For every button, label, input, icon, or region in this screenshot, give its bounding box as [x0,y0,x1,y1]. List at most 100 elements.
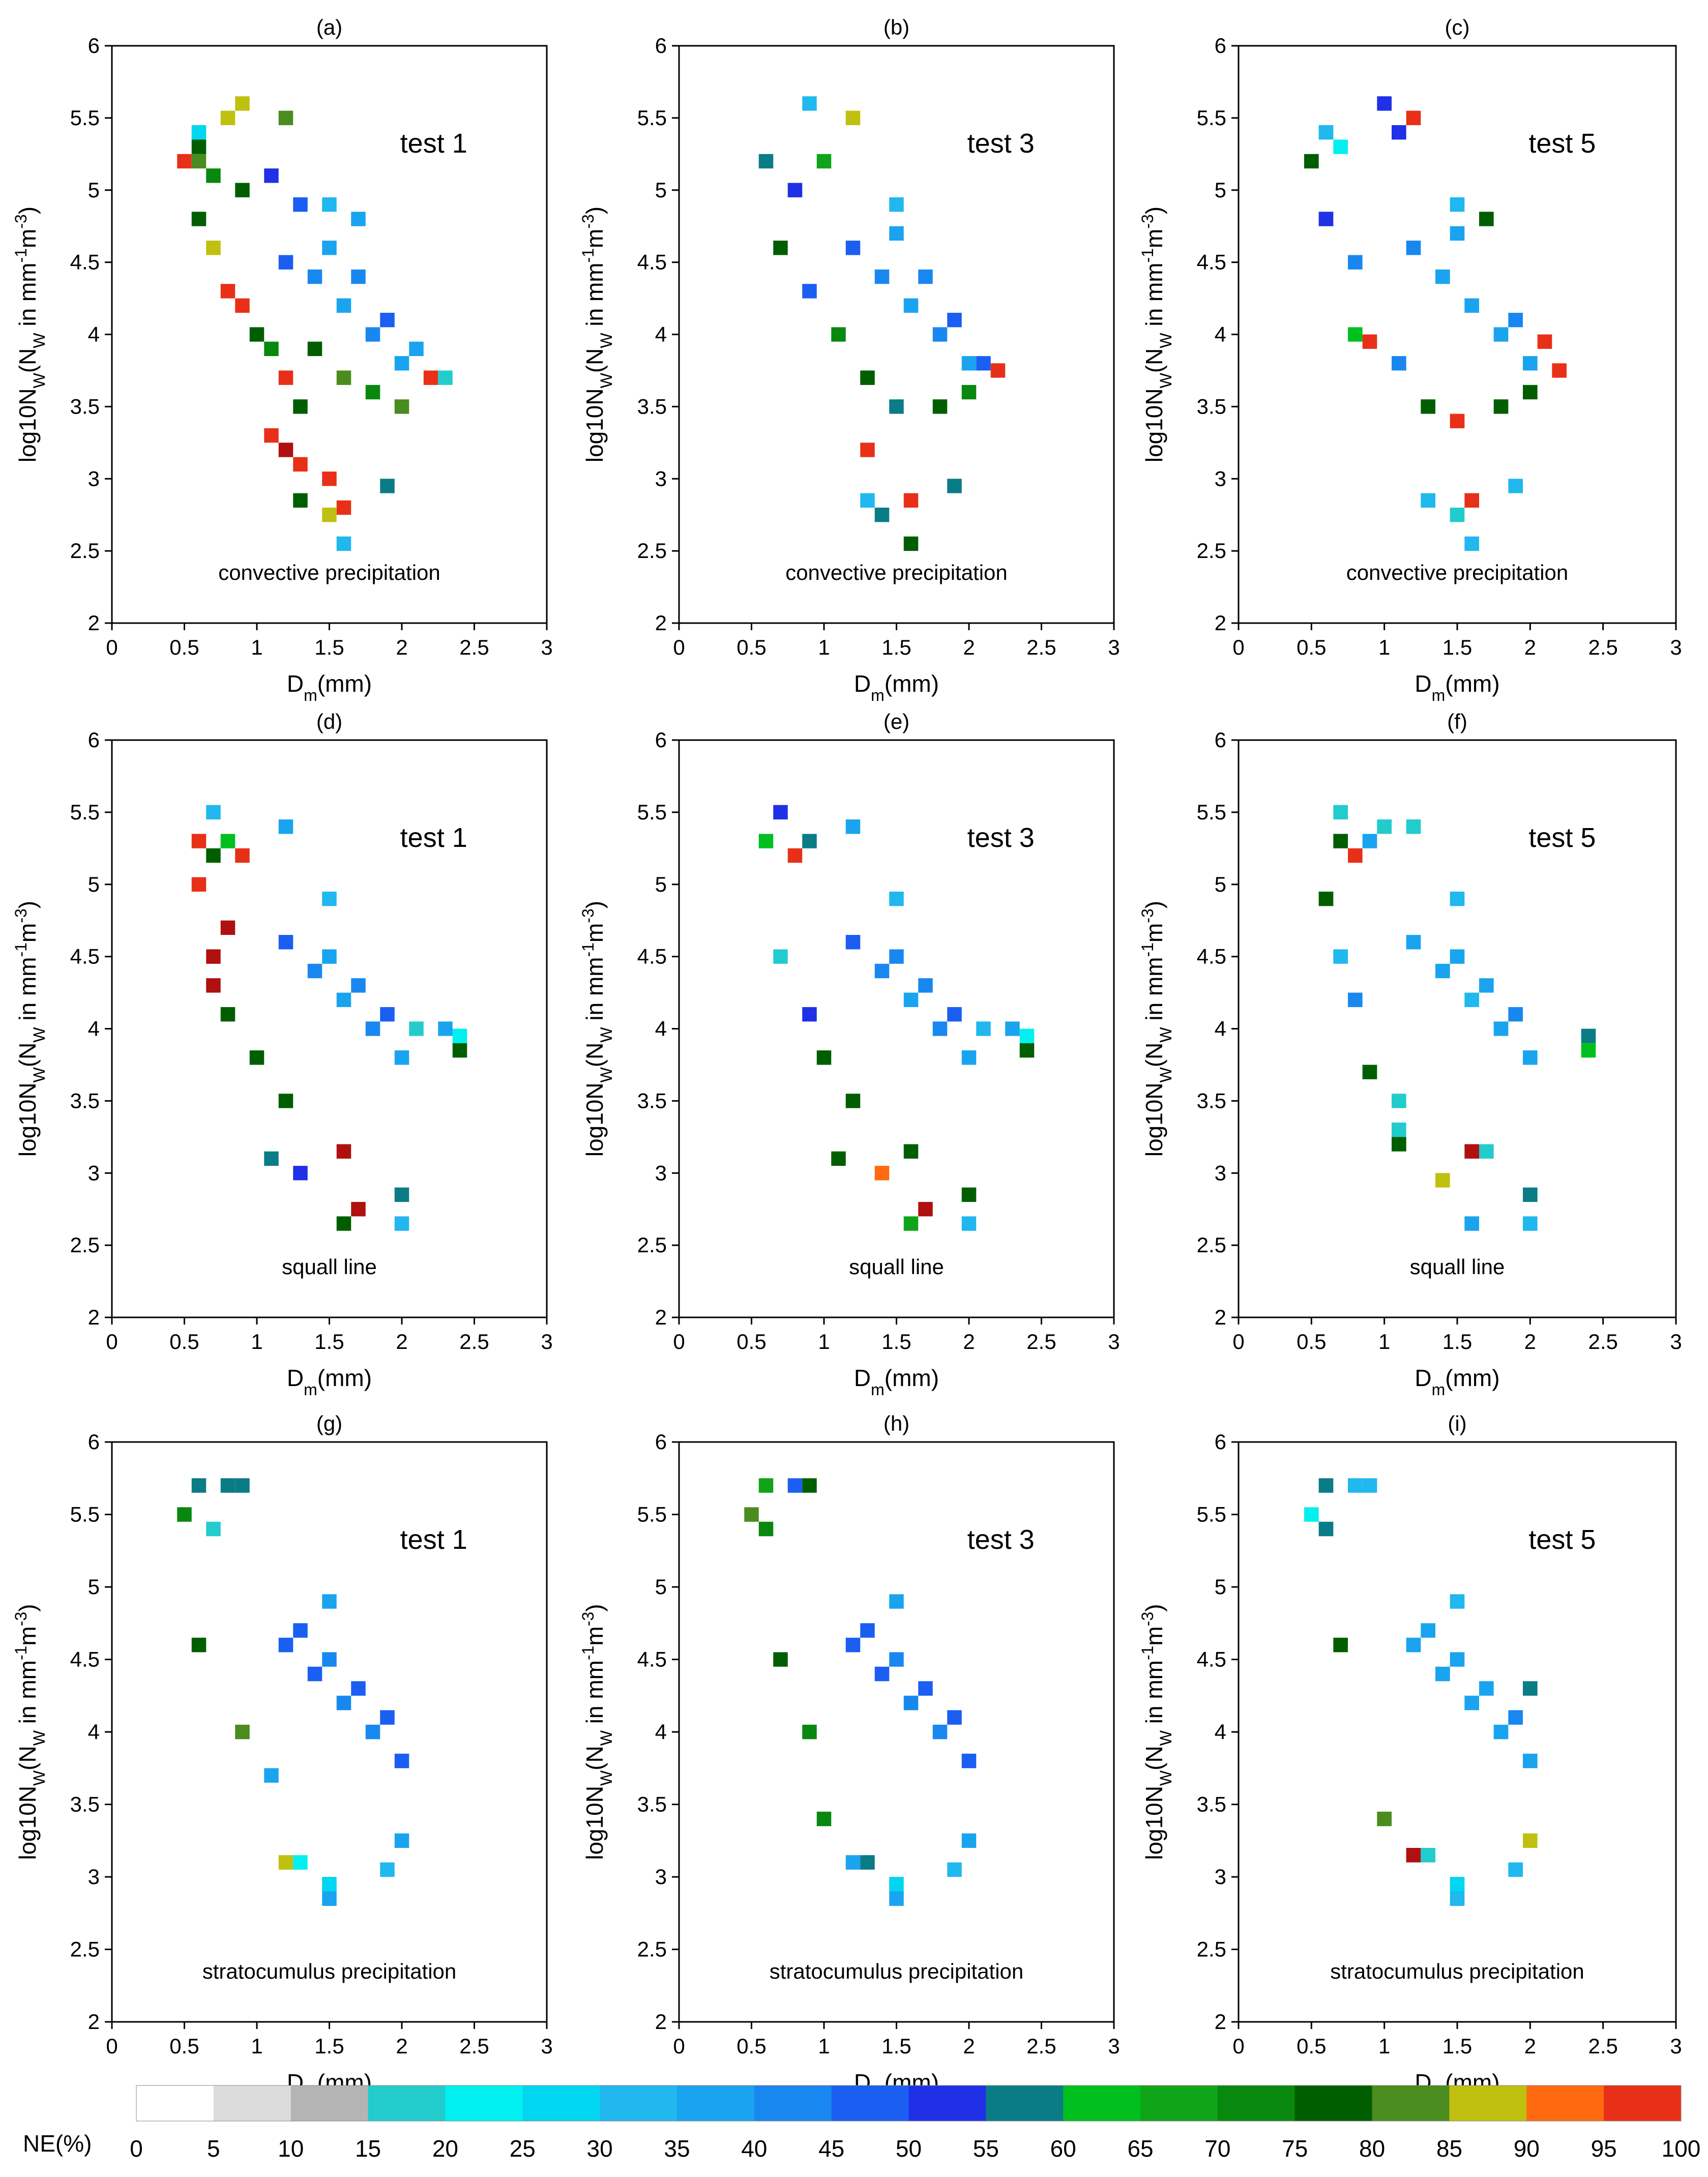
heat-cell [1479,1144,1494,1159]
heat-cell [773,805,788,820]
heat-cell [409,1021,424,1036]
y-tick-label: 5 [1215,1575,1226,1599]
heat-cell [1333,805,1348,820]
precip-type-label: convective precipitation [1346,561,1569,584]
y-tick-label: 4.5 [1197,945,1226,968]
heat-cell [947,1007,962,1022]
heat-cell [394,356,409,371]
heat-cell [191,212,207,226]
heat-cell [394,1050,409,1065]
precip-type-label: squall line [849,1255,944,1279]
heat-cell [758,1478,774,1493]
heat-cell [1523,1681,1538,1696]
heat-cell [918,1202,933,1217]
heat-cell [889,1594,904,1609]
colorbar-tick-label: 45 [818,2135,844,2162]
heat-cell [947,1710,962,1725]
plot-frame [678,1441,1115,2023]
heat-cell [802,834,817,848]
heat-cell [220,1007,235,1022]
heat-cell [1348,992,1363,1007]
x-tick-label: 0 [1232,2034,1244,2058]
heat-cell [1362,1478,1377,1493]
y-tick-label: 4.5 [1197,250,1226,274]
y-tick-label: 3 [1215,466,1226,490]
x-tick-label: 1.5 [881,1330,911,1354]
y-tick-label: 4.5 [70,250,100,274]
colorbar-segment [908,2085,986,2121]
y-axis-label: log10NW(NW in mm-1m-3) [579,207,615,462]
colorbar-segment [290,2085,369,2121]
x-tick-label: 2 [1524,2034,1536,2058]
heat-cell [1493,1724,1509,1740]
heat-cell [1450,197,1465,212]
y-tick-label: 3.5 [70,394,100,418]
heat-cell [889,399,904,414]
colorbar-tick-label: 50 [896,2135,922,2162]
plot-frame [1238,45,1677,624]
heat-cell [220,110,235,126]
colorbar-tick-label: 25 [510,2135,536,2162]
heat-cell [293,457,308,472]
heat-cell [889,949,904,964]
colorbar-segment [1526,2085,1604,2121]
heat-cell [903,1144,919,1159]
y-tick-label: 2.5 [1197,539,1226,563]
heat-cell [903,992,919,1007]
heat-cell [235,1478,250,1493]
heat-cell [380,312,395,328]
heat-cell [322,472,337,486]
heat-cell [947,479,962,493]
heat-cell [336,1144,351,1159]
heat-cell [932,327,948,342]
x-tick-label: 0 [106,635,117,659]
y-axis-label: log10NW(NW in mm-1m-3) [12,901,48,1157]
x-axis-label: Dm(mm) [854,1365,939,1399]
heat-cell [773,949,788,964]
heat-cell [831,327,846,342]
heat-cell [322,1877,337,1892]
test-annotation: test 1 [400,1524,467,1555]
colorbar-segment [136,2085,214,2121]
heat-cell [1464,1144,1479,1159]
y-tick-label: 3.5 [1197,394,1226,418]
y-tick-label: 2 [88,2010,100,2034]
y-tick-label: 5.5 [70,106,100,130]
x-tick-label: 0 [673,1330,685,1354]
heat-cell [220,284,235,299]
heat-cell [1392,1094,1406,1108]
x-tick-label: 2.5 [459,2034,489,2058]
y-tick-label: 6 [88,1430,100,1454]
y-tick-label: 5 [1215,872,1226,896]
heat-cell [787,183,803,197]
heat-cell [845,1855,861,1870]
test-annotation: test 3 [967,822,1035,853]
y-tick-label: 3 [655,1161,667,1185]
x-tick-label: 1.5 [1442,635,1472,659]
heat-cell [322,1891,337,1906]
y-axis-label: log10NW(NW in mm-1m-3) [12,207,48,462]
heat-cell [235,183,250,197]
heat-cell [947,312,962,328]
x-tick-label: 0.5 [737,1330,766,1354]
plot-frame [1238,739,1677,1318]
heat-cell [744,1507,759,1522]
heat-cell [351,978,366,993]
heat-cell [293,493,308,508]
heat-cell [961,356,977,371]
heat-cell [889,226,904,241]
heat-cell [336,500,351,515]
x-tick-label: 2.5 [1588,635,1617,659]
heat-cell [191,1637,207,1653]
x-tick-label: 0.5 [169,1330,199,1354]
heat-cell [278,1855,293,1870]
heat-cell [394,1216,409,1231]
heat-cell [1304,1507,1319,1522]
x-tick-label: 1.5 [314,635,344,659]
y-tick-label: 2 [88,611,100,635]
heat-cell [1552,363,1567,378]
heat-cell [1406,241,1421,255]
heat-cell [322,1652,337,1667]
x-tick-label: 3 [1108,635,1120,659]
